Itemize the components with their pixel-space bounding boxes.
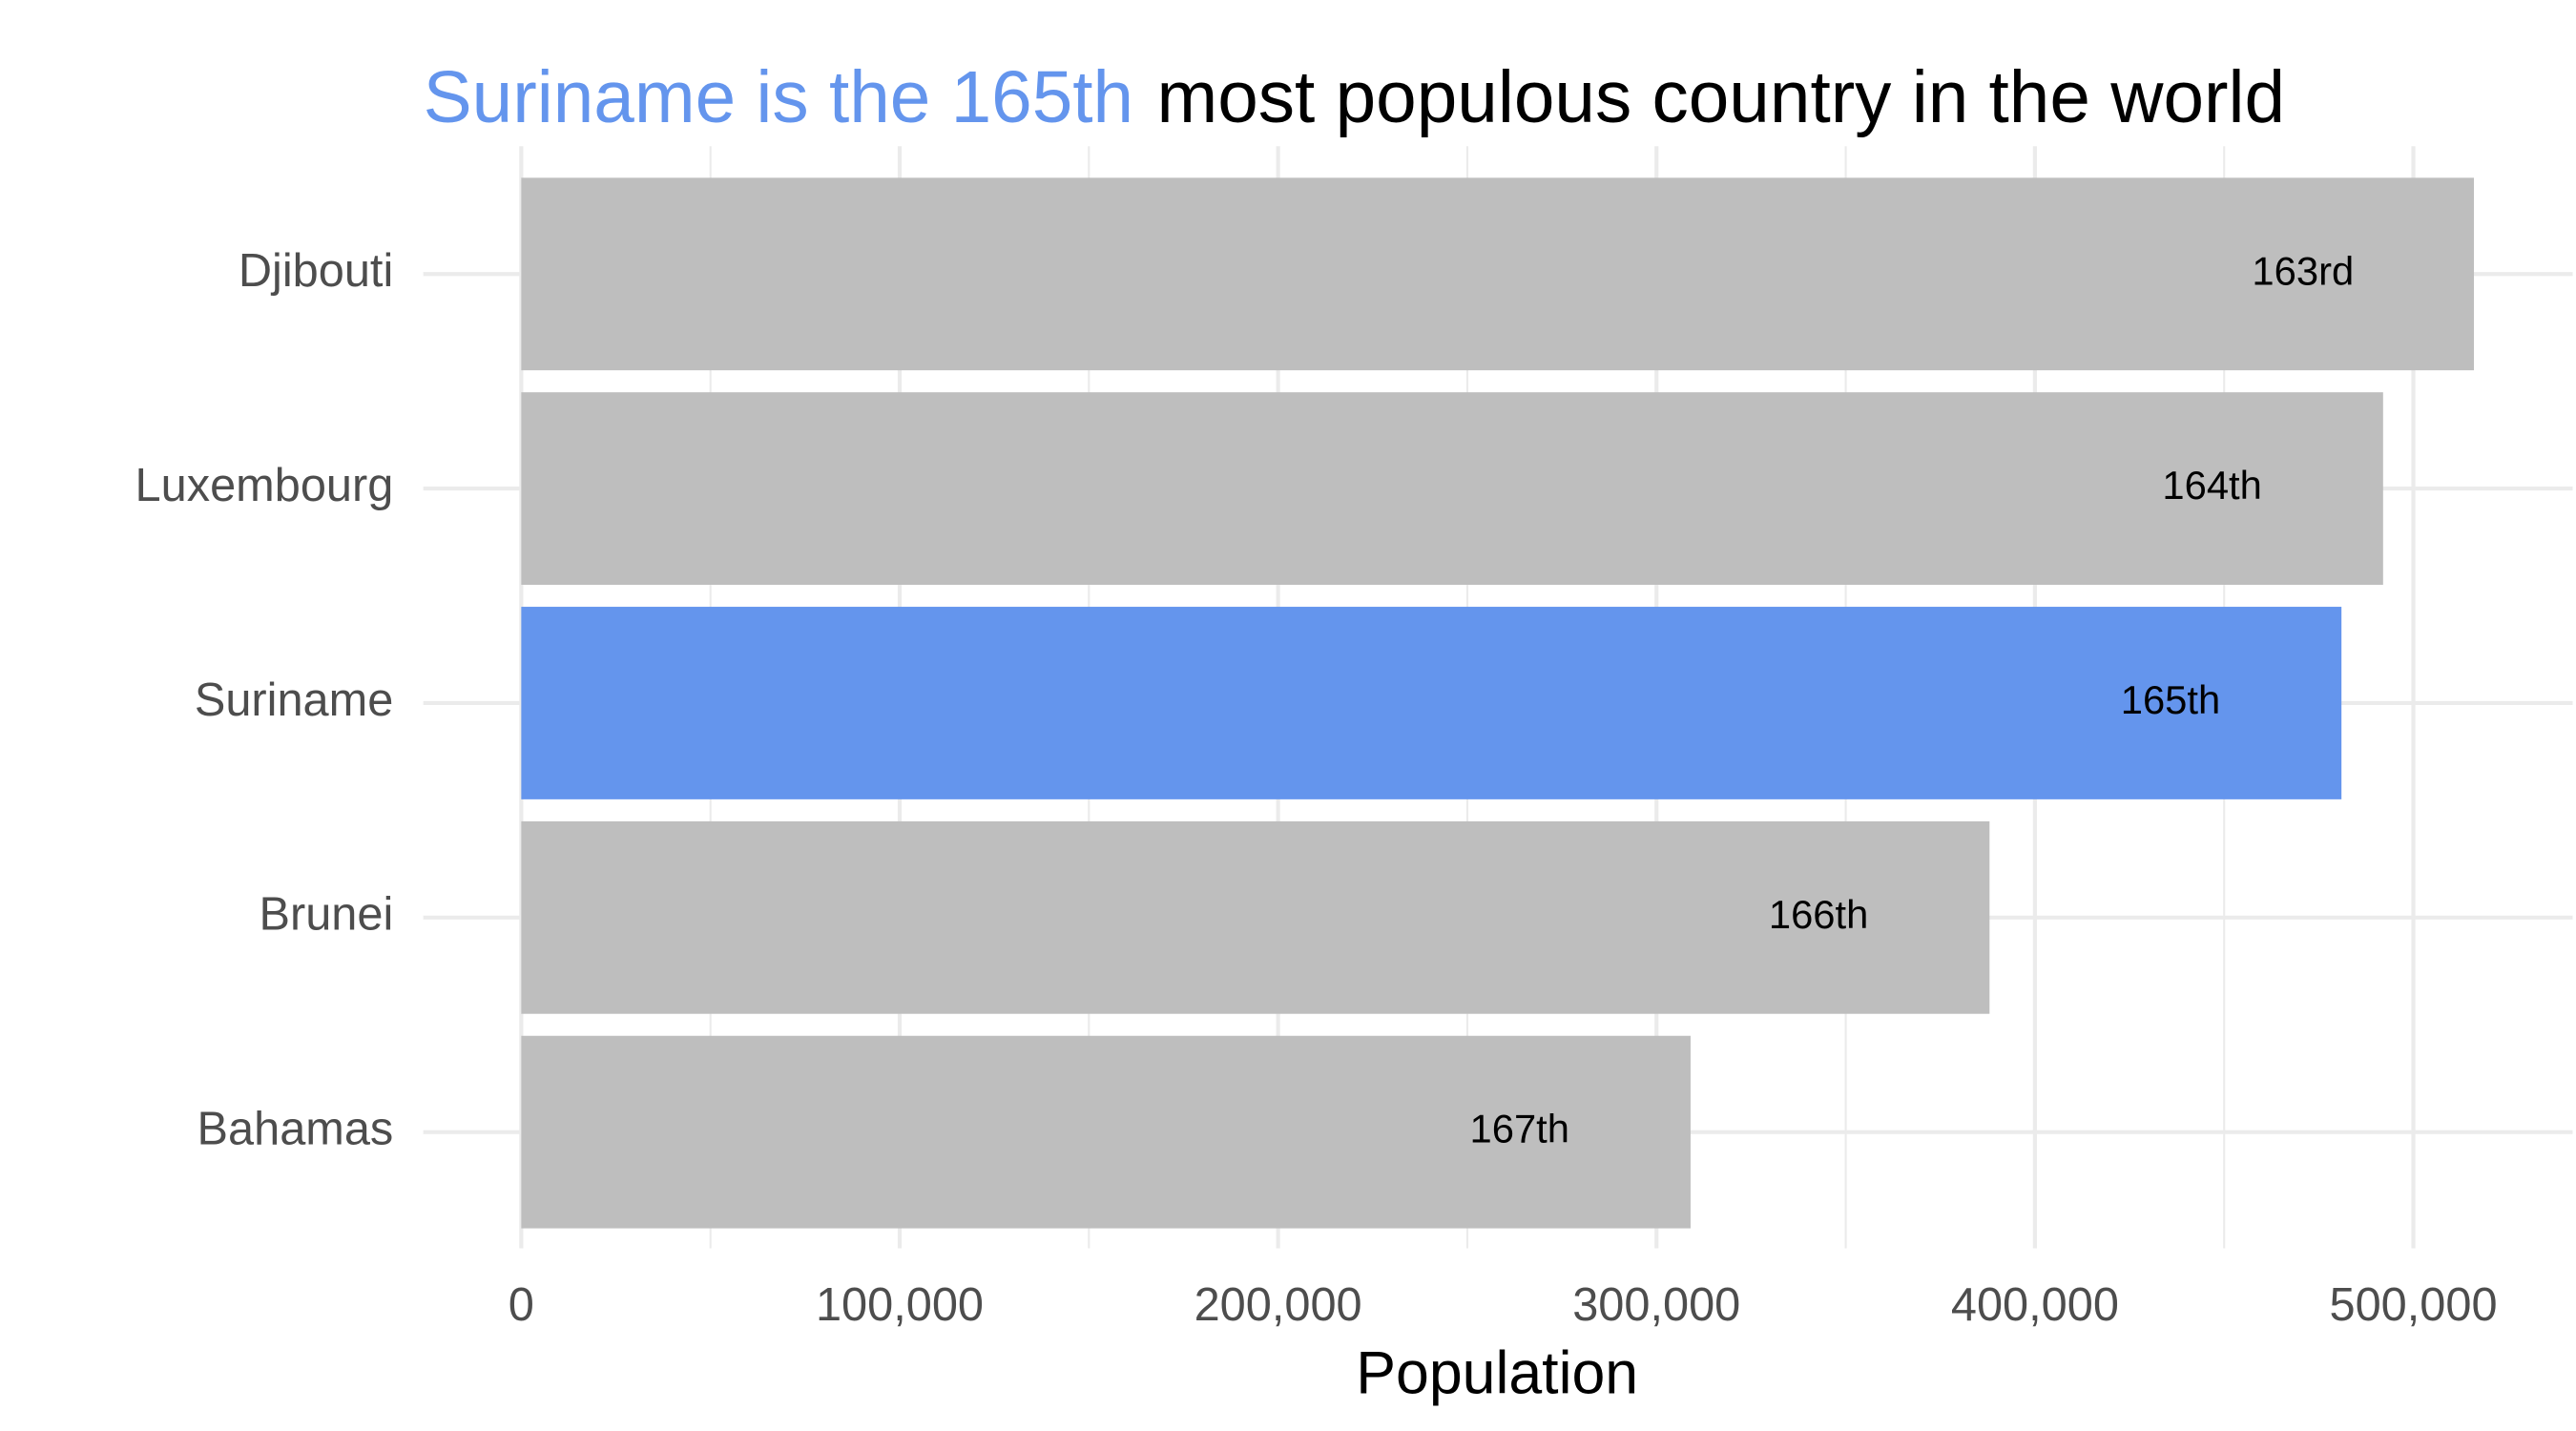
bar-label: 165th [2121, 677, 2220, 722]
x-axis-title: Population [1356, 1340, 1638, 1407]
bar-label: 167th [1470, 1107, 1569, 1151]
x-tick-label: 200,000 [1195, 1279, 1362, 1331]
bar [521, 177, 2474, 371]
bar [521, 820, 1990, 1014]
y-tick-label: Suriname [195, 674, 393, 726]
x-tick-label: 300,000 [1572, 1279, 1740, 1331]
bar-label: 163rd [2252, 248, 2354, 293]
x-tick-label: 100,000 [816, 1279, 984, 1331]
x-tick-label: 400,000 [1951, 1279, 2119, 1331]
title-rest: most populous country in the world [1156, 57, 2285, 138]
chart-title: Suriname is the 165th most populous count… [424, 57, 2285, 138]
bar-label: 164th [2162, 463, 2261, 508]
y-tick-label: Brunei [260, 889, 394, 941]
title-highlight: Suriname is the 165th [424, 57, 1134, 138]
y-tick-label: Luxembourg [135, 460, 394, 511]
bar [521, 607, 2342, 799]
x-tick-label: 500,000 [2330, 1279, 2498, 1331]
x-tick-label: 0 [509, 1279, 534, 1331]
y-tick-label: Djibouti [239, 245, 393, 297]
y-tick-label: Bahamas [197, 1104, 394, 1155]
bar-label: 166th [1769, 892, 1868, 937]
bar [521, 392, 2383, 585]
bar [521, 1035, 1691, 1229]
